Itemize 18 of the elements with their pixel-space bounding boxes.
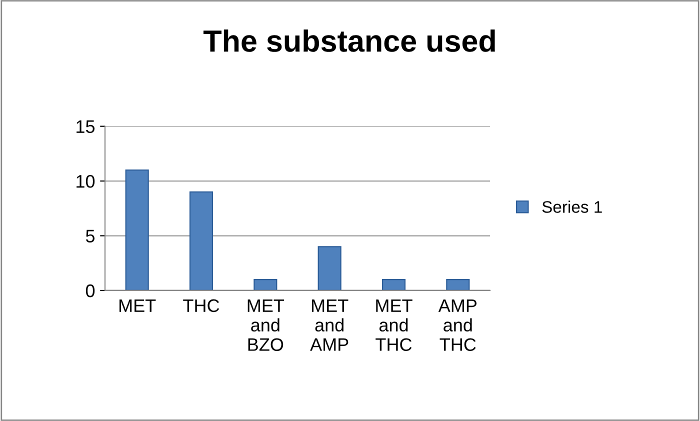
y-tick-label: 10: [76, 174, 95, 188]
y-tick-label: 15: [76, 120, 95, 134]
x-tick-label: MET: [120, 299, 156, 312]
x-tick-label: MET and BZO: [248, 299, 284, 351]
bar: [446, 278, 470, 290]
y-tick-label: 0: [86, 284, 95, 298]
x-tick-label: THC: [183, 299, 220, 312]
bar: [254, 278, 278, 290]
chart-title: The substance used: [203, 29, 495, 52]
x-tick-label: AMP and THC: [438, 299, 477, 351]
legend-label: Series 1: [542, 200, 602, 213]
x-tick-label: MET and THC: [376, 299, 412, 351]
bar: [318, 246, 342, 290]
bar: [125, 170, 149, 290]
bar: [189, 191, 214, 290]
y-tick-label: 5: [86, 230, 95, 242]
bar: [382, 278, 406, 290]
x-tick-label: MET and AMP: [310, 299, 348, 351]
